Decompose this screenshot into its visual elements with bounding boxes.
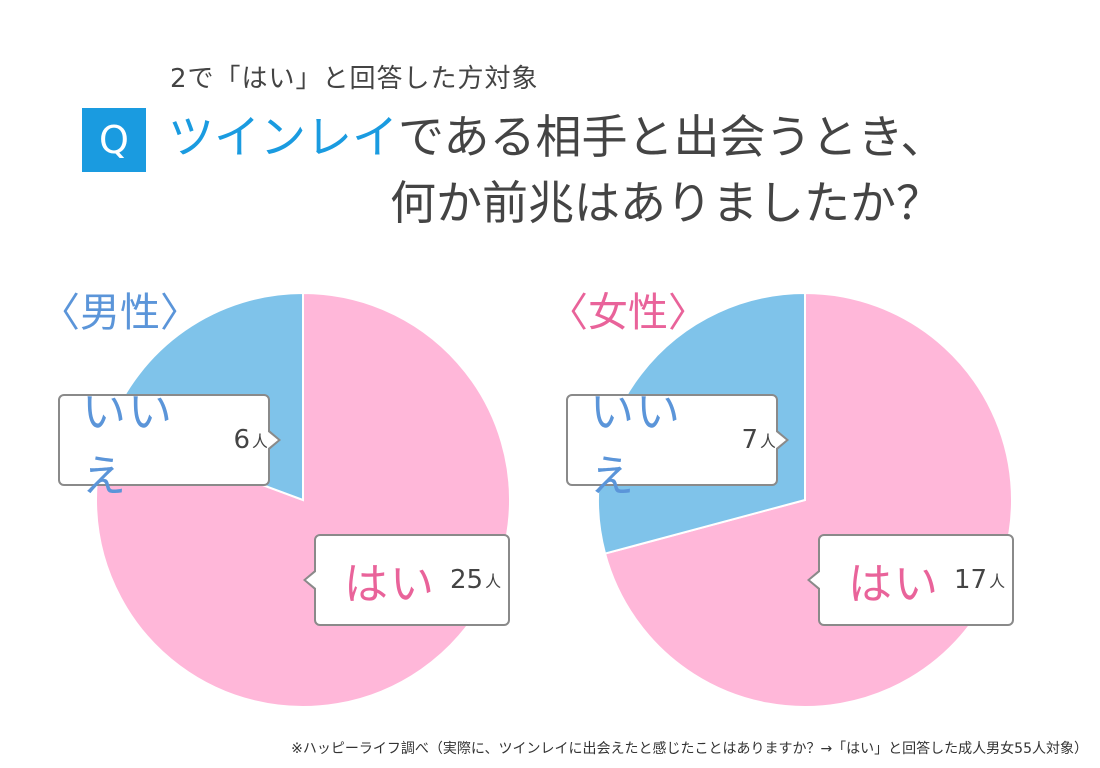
value-female-no: 7 <box>741 425 758 455</box>
subtitle: 2で「はい」と回答した方対象 <box>170 64 539 94</box>
unit-male-yes: 人 <box>485 572 502 591</box>
label-male-no: いいえ <box>82 387 174 502</box>
value-male-no: 6 <box>233 425 250 455</box>
callout-male-no: いいえ 6 人 <box>58 387 281 502</box>
question-title: ツインレイである相手と出会うとき、 何か前兆はありましたか？ <box>168 104 946 236</box>
label-male-yes: はい <box>344 559 436 610</box>
unit-male-no: 人 <box>251 432 268 451</box>
callout-male-yes: はい 25 人 <box>303 534 510 626</box>
chart-title-male: 〈男性〉 <box>40 290 200 336</box>
unit-female-yes: 人 <box>989 572 1006 591</box>
unit-female-no: 人 <box>759 432 776 451</box>
q-badge: Q <box>82 108 146 172</box>
label-female-no: いいえ <box>590 387 682 502</box>
question-highlight: ツインレイ <box>168 110 398 164</box>
callout-female-yes: はい 17 人 <box>807 534 1014 626</box>
footnote: ※ハッピーライフ調べ（実際に、ツインレイに出会えたと感じたことはありますか？→「… <box>291 741 1088 757</box>
value-male-yes: 25 <box>450 565 484 595</box>
chart-title-female: 〈女性〉 <box>548 290 708 336</box>
callout-female-no: いいえ 7 人 <box>566 387 789 502</box>
value-female-yes: 17 <box>954 565 988 595</box>
question-text-2: 何か前兆はありましたか？ <box>390 176 942 230</box>
question-text-1: である相手と出会うとき、 <box>398 110 947 164</box>
label-female-yes: はい <box>848 559 940 610</box>
